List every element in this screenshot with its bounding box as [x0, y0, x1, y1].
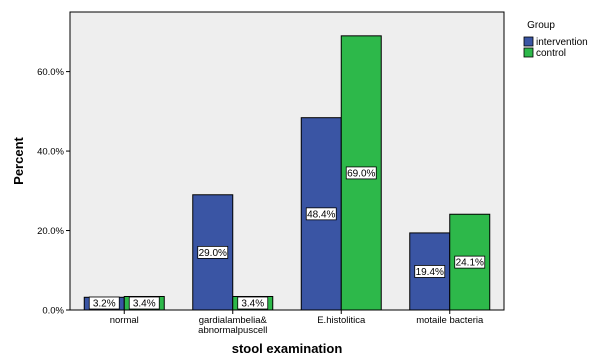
y-tick-label: 0.0% [42, 306, 64, 317]
data-label-box [128, 296, 160, 310]
data-label: 19.4% [416, 267, 444, 278]
data-label-box [305, 207, 337, 221]
data-label: 48.4% [307, 209, 335, 220]
x-tick-label: normal [110, 315, 139, 326]
data-label-box [414, 265, 446, 278]
data-label-box [454, 255, 486, 269]
data-label-box [237, 296, 269, 310]
y-axis: 0.0% 20.0% 40.0% 60.0% [37, 67, 70, 317]
y-tick-label: 40.0% [37, 147, 64, 158]
data-label: 24.1% [456, 258, 484, 269]
y-axis-title: Percent [11, 136, 26, 184]
legend-label-intervention: intervention [536, 37, 588, 48]
x-tick-label: E.histolitica [317, 315, 366, 326]
data-label: 69.0% [347, 169, 375, 180]
x-axis-title: stool examination [232, 341, 343, 354]
x-tick-label: abnormalpuscell [198, 325, 267, 336]
legend-swatch-control [523, 47, 534, 58]
data-label: 3.4% [133, 299, 156, 310]
data-label: 3.2% [93, 299, 116, 310]
bars-layer: 3.2% 3.4% 29.0% 3.4% 48.4% 69.0% 19.4% 24.1% [83, 35, 491, 311]
data-label: 3.4% [241, 299, 264, 310]
y-tick-label: 60.0% [37, 67, 64, 78]
legend-swatch-intervention [523, 36, 534, 47]
y-tick-label: 20.0% [37, 226, 64, 237]
x-tick-label: motaile bacteria [416, 315, 484, 326]
legend-title: Group [527, 20, 555, 31]
data-label-box [345, 166, 377, 180]
legend-label-control: control [536, 48, 566, 59]
data-label-box [197, 245, 229, 259]
data-label: 29.0% [199, 248, 227, 259]
x-axis: normal gardialambelia&abnormalpuscell E.hi… [110, 310, 484, 336]
x-tick-label: gardialambelia& [199, 315, 268, 326]
data-label-box [88, 296, 120, 310]
